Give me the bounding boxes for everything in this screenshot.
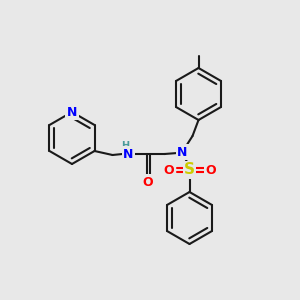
Text: N: N [67,106,77,118]
Text: N: N [123,148,134,160]
Text: N: N [177,146,188,158]
Text: S: S [184,163,195,178]
Text: O: O [163,164,174,176]
Text: H: H [122,141,130,151]
Text: O: O [205,164,216,176]
Text: O: O [142,176,153,188]
